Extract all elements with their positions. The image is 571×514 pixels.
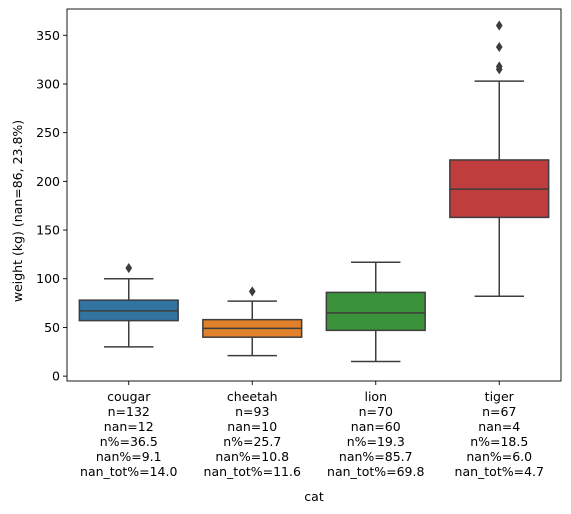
x-tick-stat: nan_tot%=4.7 bbox=[455, 464, 544, 479]
x-tick-stat: n%=25.7 bbox=[223, 434, 281, 449]
y-tick-label: 150 bbox=[36, 223, 60, 238]
outlier-point bbox=[248, 286, 256, 297]
y-tick-label: 250 bbox=[36, 125, 60, 140]
outlier-point bbox=[495, 20, 503, 31]
box-cheetah bbox=[202, 286, 303, 357]
y-tick-label: 0 bbox=[52, 369, 60, 384]
y-tick-label: 100 bbox=[36, 271, 60, 286]
y-tick-label: 350 bbox=[36, 28, 60, 43]
x-tick-label-tiger: tiger bbox=[485, 389, 515, 404]
x-tick-stat: nan=12 bbox=[104, 419, 154, 434]
box-lion bbox=[325, 261, 426, 363]
y-axis: 0 50 100 150 200 250 300 350 bbox=[36, 28, 67, 384]
x-axis: cougarn=132nan=12n%=36.5nan%=9.1nan_tot%… bbox=[80, 381, 544, 479]
y-axis-label: weight (kg) (nan=86, 23.8%) bbox=[10, 120, 25, 302]
x-tick-stat: nan_tot%=11.6 bbox=[204, 464, 301, 479]
y-tick-label: 200 bbox=[36, 174, 60, 189]
x-tick-stat: nan%=6.0 bbox=[466, 449, 532, 464]
x-tick-stat: nan_tot%=69.8 bbox=[327, 464, 424, 479]
x-tick-label-cheetah: cheetah bbox=[227, 389, 278, 404]
x-tick-stat: n=67 bbox=[482, 404, 516, 419]
x-tick-stat: n%=18.5 bbox=[470, 434, 528, 449]
x-tick-stat: nan=10 bbox=[227, 419, 277, 434]
plot-area bbox=[66, 8, 562, 382]
y-tick-label: 50 bbox=[44, 320, 60, 335]
x-tick-label-cougar: cougar bbox=[107, 389, 151, 404]
x-tick-label-lion: lion bbox=[364, 389, 387, 404]
x-axis-label: cat bbox=[304, 489, 324, 504]
plot-frame bbox=[66, 8, 562, 382]
x-tick-stat: nan_tot%=14.0 bbox=[80, 464, 177, 479]
x-tick-stat: n=132 bbox=[108, 404, 150, 419]
y-tick-label: 300 bbox=[36, 76, 60, 91]
x-tick-stat: nan%=9.1 bbox=[96, 449, 162, 464]
box-iqr bbox=[325, 291, 426, 332]
outlier-point bbox=[125, 262, 133, 274]
box-tiger bbox=[449, 20, 550, 298]
x-tick-stat: nan=4 bbox=[478, 419, 520, 434]
x-tick-stat: nan%=85.7 bbox=[339, 449, 413, 464]
x-tick-stat: nan=60 bbox=[351, 419, 401, 434]
x-tick-stat: nan%=10.8 bbox=[215, 449, 289, 464]
outlier-point bbox=[495, 41, 503, 53]
x-tick-stat: n%=19.3 bbox=[347, 434, 405, 449]
x-tick-stat: n=93 bbox=[235, 404, 269, 419]
x-tick-stat: n%=36.5 bbox=[100, 434, 158, 449]
x-tick-stat: n=70 bbox=[359, 404, 393, 419]
box-cougar bbox=[78, 262, 179, 348]
outlier-point bbox=[495, 61, 503, 72]
